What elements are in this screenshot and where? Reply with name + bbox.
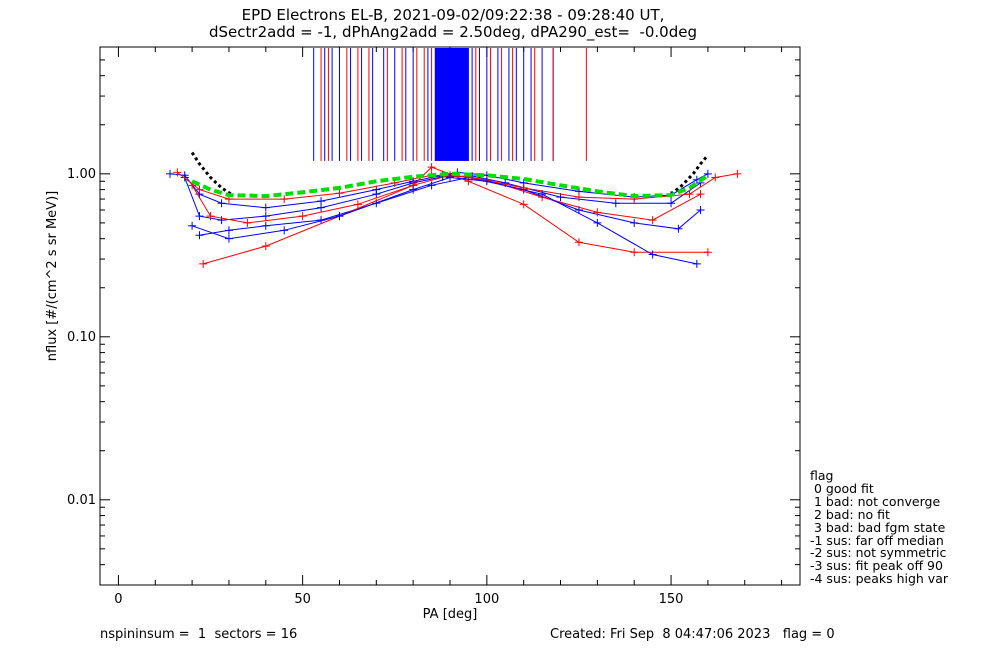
flux-point (280, 226, 289, 235)
flux-series-line (191, 174, 701, 224)
flux-point (696, 190, 705, 199)
flux-point (188, 221, 197, 230)
flux-point (353, 200, 362, 209)
flux-series-line (203, 166, 708, 265)
flux-point (166, 169, 174, 178)
flux-point (261, 212, 270, 221)
x-tick-label: 100 (474, 592, 499, 607)
flux-point (195, 231, 204, 240)
flux-point (224, 234, 233, 243)
legend-entry: -4 sus: peaks high var (810, 571, 949, 587)
flux-point (446, 173, 454, 182)
legend-entry: -1 sus: far off median (810, 532, 944, 548)
flux-point (519, 200, 528, 209)
flux-point (464, 177, 473, 186)
legend-entry: -3 sus: fit peak off 90 (810, 558, 943, 574)
flux-point (372, 190, 381, 199)
fit-curve-black (670, 154, 710, 196)
flux-point (703, 169, 712, 178)
flux-point (180, 173, 189, 182)
flux-point (733, 169, 742, 178)
flag-legend: flag 0 good fit 1 bad: not converge 2 ba… (810, 468, 949, 587)
flux-point (648, 250, 657, 259)
footer-right-info: Created: Fri Sep 8 04:47:06 2023 flag = … (550, 627, 835, 642)
flux-point (217, 199, 226, 208)
fit-curve-green (191, 171, 710, 199)
flux-point (195, 212, 204, 221)
flux-point (711, 173, 720, 182)
flux-point (206, 212, 215, 221)
flux-point (648, 216, 657, 225)
flux-point (298, 212, 307, 221)
flux-point (630, 248, 639, 257)
flux-point (593, 218, 602, 227)
flux-point (195, 185, 204, 194)
flux-point (611, 199, 620, 208)
y-axis-label: nflux [#/(cm^2 s sr MeV)] (45, 191, 60, 361)
legend-entry: -2 sus: not symmetric (810, 545, 947, 561)
flux-point (519, 183, 528, 192)
legend-entry: 1 bad: not converge (810, 493, 941, 509)
flux-point (224, 226, 233, 235)
fit-curve-black (190, 151, 234, 197)
flux-point (593, 208, 602, 217)
flux-point (280, 195, 289, 204)
flux-point (173, 168, 182, 177)
flux-point (630, 218, 639, 227)
y-tick-label: 1.00 (67, 167, 96, 182)
footer-left-info: nspininsum = 1 sectors = 16 (100, 627, 298, 642)
flux-point (317, 203, 326, 212)
flux-point (427, 163, 436, 172)
y-tick-label: 0.10 (67, 330, 96, 345)
flux-point (538, 190, 547, 199)
x-tick-label: 150 (659, 592, 684, 607)
spike-band (435, 48, 469, 161)
flux-point (243, 218, 252, 227)
x-tick-label: 0 (114, 592, 122, 607)
flux-point (199, 259, 208, 268)
x-axis-label: PA [deg] (423, 607, 478, 622)
flux-point (409, 185, 418, 194)
legend-entry: 0 good fit (810, 480, 874, 496)
flux-point (427, 181, 436, 190)
flux-point (217, 216, 226, 225)
flux-point (703, 248, 712, 257)
flux-point (574, 238, 583, 247)
flux-point (696, 205, 705, 214)
legend-entry: 3 bad: bad fgm state (810, 519, 946, 535)
flux-point (482, 177, 491, 186)
flux-point (261, 203, 270, 212)
flux-point (261, 242, 270, 251)
flux-point (692, 259, 701, 268)
legend-entry: 2 bad: no fit (810, 506, 890, 522)
flux-point (335, 212, 344, 221)
flux-point (685, 190, 694, 199)
flux-point (261, 221, 270, 230)
y-tick-label: 0.01 (67, 493, 96, 508)
chart-subtitle: dSectr2add = -1, dPhAng2add = 2.50deg, d… (209, 23, 697, 41)
flux-point (667, 199, 676, 208)
flux-point (674, 224, 683, 233)
x-tick-label: 50 (294, 592, 311, 607)
flux-point (574, 193, 583, 202)
legend-title: flag (810, 468, 834, 483)
flux-point (335, 189, 344, 198)
chart-title: EPD Electrons EL-B, 2021-09-02/09:22:38 … (241, 6, 665, 24)
